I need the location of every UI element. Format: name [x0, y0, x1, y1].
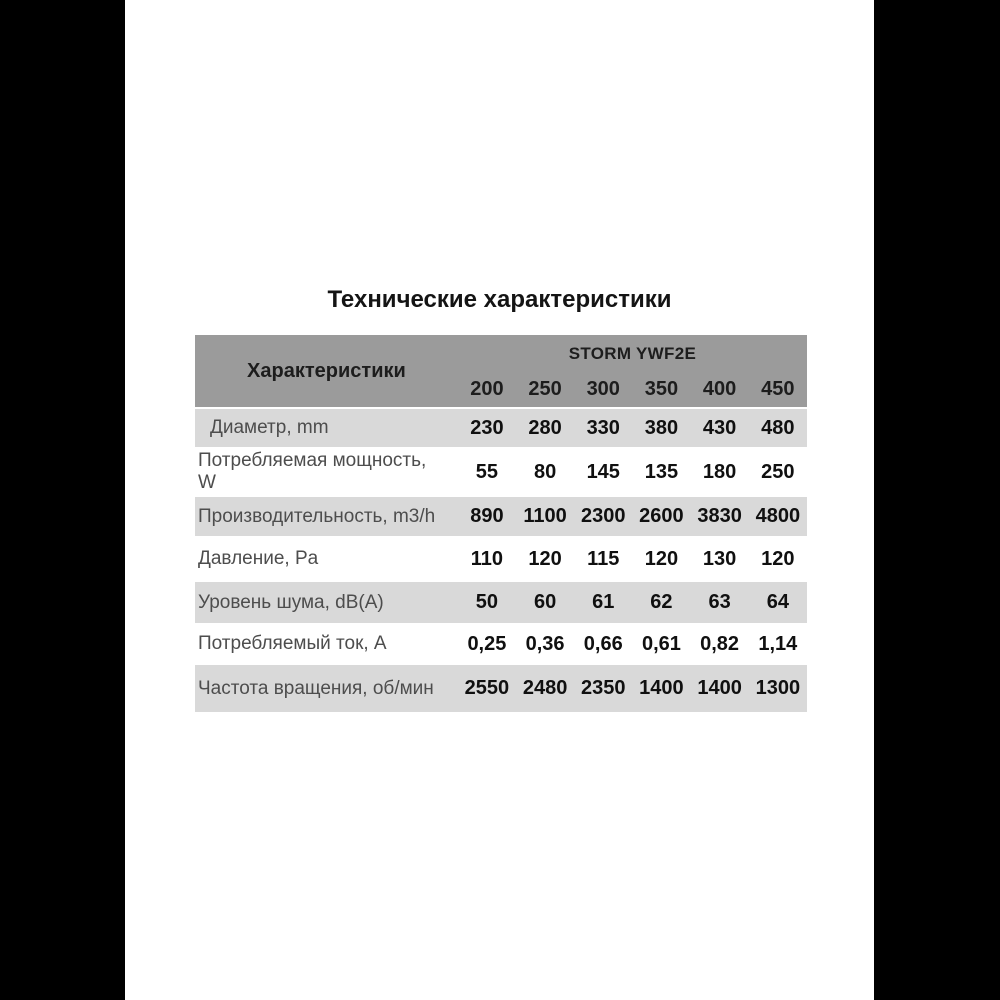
table-row-capacity: Производительность, m3/h 890 1100 2300 2… [195, 497, 807, 536]
spec-value: 1300 [748, 665, 807, 712]
specs-table-header: Характеристики STORM YWF2E 200 250 300 3… [195, 335, 807, 407]
table-row-power: Потребляемая мощность, W 55 80 145 135 18… [195, 447, 807, 497]
spec-value: 62 [632, 582, 691, 623]
spec-value: 330 [574, 407, 633, 447]
spec-value: 890 [457, 497, 516, 536]
row-label: Производительность, m3/h [195, 497, 458, 536]
spec-value: 280 [516, 407, 575, 447]
spec-value: 61 [574, 582, 633, 623]
spec-value: 60 [516, 582, 575, 623]
spec-value: 2600 [632, 497, 691, 536]
row-label: Диаметр, mm [195, 407, 458, 447]
row-label: Давление, Pa [195, 536, 458, 582]
header-row-models: 200 250 300 350 400 450 [195, 372, 807, 407]
header-row-series: Характеристики STORM YWF2E [195, 335, 807, 407]
spec-value: 1400 [690, 665, 749, 712]
row-label: Частота вращения, об/мин [195, 665, 458, 712]
spec-value: 1,14 [748, 623, 807, 665]
spec-value: 115 [574, 536, 633, 582]
spec-value: 1100 [516, 497, 575, 536]
spec-value: 50 [457, 582, 516, 623]
page-title: Технические характеристики [327, 286, 672, 313]
spec-value: 180 [690, 447, 749, 497]
spec-value: 230 [457, 407, 516, 447]
spec-value: 110 [457, 536, 516, 582]
spec-value: 130 [690, 536, 749, 582]
table-row-rpm: Частота вращения, об/мин 2550 2480 2350 … [195, 665, 807, 712]
spec-value: 0,61 [632, 623, 691, 665]
spec-value: 135 [632, 447, 691, 497]
spec-value: 430 [690, 407, 749, 447]
table-row-noise: Уровень шума, dB(A) 50 60 61 62 63 64 [195, 582, 807, 623]
spec-value: 55 [457, 447, 516, 497]
series-name-header: STORM YWF2E [457, 335, 807, 372]
model-column-header: 250 [516, 372, 575, 407]
left-black-bar [0, 0, 125, 1000]
right-black-bar [874, 0, 1000, 1000]
table-row-diameter: Диаметр, mm 230 280 330 380 430 480 [195, 407, 807, 447]
characteristics-column-header: Характеристики [195, 335, 458, 407]
spec-value: 3830 [690, 497, 749, 536]
row-label: Потребляемый ток, A [195, 623, 458, 665]
spec-value: 250 [748, 447, 807, 497]
spec-value: 4800 [748, 497, 807, 536]
spec-value: 480 [748, 407, 807, 447]
specs-table: Характеристики STORM YWF2E 200 250 300 3… [195, 335, 807, 712]
spec-value: 0,82 [690, 623, 749, 665]
spec-value: 120 [748, 536, 807, 582]
spec-value: 63 [690, 582, 749, 623]
row-label-line1: Потребляемая мощность, [198, 450, 427, 471]
spec-value: 120 [516, 536, 575, 582]
model-column-header: 350 [632, 372, 691, 407]
spec-value: 2550 [457, 665, 516, 712]
spec-value: 80 [516, 447, 575, 497]
spec-value: 380 [632, 407, 691, 447]
row-label-line2: W [198, 472, 216, 493]
product-image-area: Технические характеристики Характеристик… [125, 0, 874, 1000]
spec-value: 0,36 [516, 623, 575, 665]
table-row-pressure: Давление, Pa 110 120 115 120 130 120 [195, 536, 807, 582]
model-column-header: 400 [690, 372, 749, 407]
spec-value: 2480 [516, 665, 575, 712]
model-column-header: 300 [574, 372, 633, 407]
spec-value: 0,66 [574, 623, 633, 665]
model-column-header: 200 [457, 372, 516, 407]
spec-value: 1400 [632, 665, 691, 712]
spec-value: 64 [748, 582, 807, 623]
row-label: Потребляемая мощность, W [195, 447, 458, 497]
spec-value: 0,25 [457, 623, 516, 665]
spec-value: 2300 [574, 497, 633, 536]
row-label: Уровень шума, dB(A) [195, 582, 458, 623]
specs-table-body: Диаметр, mm 230 280 330 380 430 480 Потр… [195, 407, 807, 712]
table-row-current: Потребляемый ток, A 0,25 0,36 0,66 0,61 … [195, 623, 807, 665]
spec-value: 120 [632, 536, 691, 582]
spec-value: 145 [574, 447, 633, 497]
spec-value: 2350 [574, 665, 633, 712]
model-column-header: 450 [748, 372, 807, 407]
